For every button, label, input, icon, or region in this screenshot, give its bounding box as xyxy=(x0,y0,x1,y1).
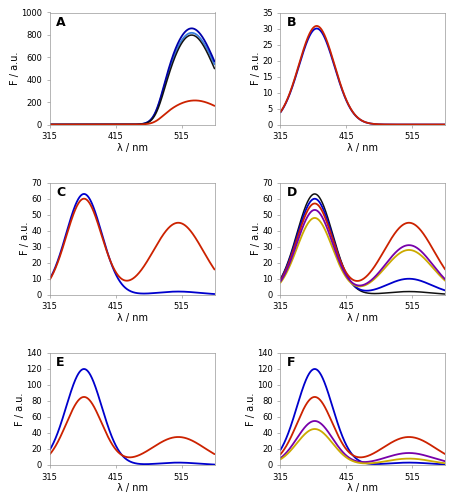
Text: C: C xyxy=(56,186,65,199)
Text: A: A xyxy=(56,16,66,29)
X-axis label: λ / nm: λ / nm xyxy=(116,142,147,152)
X-axis label: λ / nm: λ / nm xyxy=(346,483,377,493)
X-axis label: λ / nm: λ / nm xyxy=(116,483,147,493)
Y-axis label: F / a.u.: F / a.u. xyxy=(245,392,255,426)
X-axis label: λ / nm: λ / nm xyxy=(116,313,147,323)
Text: F: F xyxy=(286,356,295,370)
Y-axis label: F / a.u.: F / a.u. xyxy=(20,222,30,256)
X-axis label: λ / nm: λ / nm xyxy=(346,313,377,323)
Y-axis label: F / a.u.: F / a.u. xyxy=(250,52,260,85)
X-axis label: λ / nm: λ / nm xyxy=(346,142,377,152)
Text: B: B xyxy=(286,16,296,29)
Text: E: E xyxy=(56,356,64,370)
Y-axis label: F / a.u.: F / a.u. xyxy=(15,392,25,426)
Text: D: D xyxy=(286,186,297,199)
Y-axis label: F / a.u.: F / a.u. xyxy=(250,222,260,256)
Y-axis label: F / a.u.: F / a.u. xyxy=(9,52,20,85)
